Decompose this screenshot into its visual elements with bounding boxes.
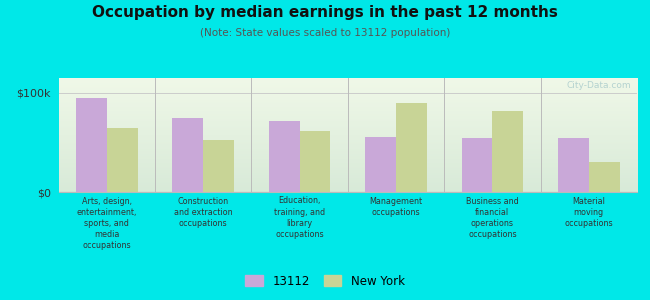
Text: Construction
and extraction
occupations: Construction and extraction occupations	[174, 196, 233, 228]
Bar	[558, 139, 589, 192]
Bar	[493, 111, 523, 192]
Text: Material
moving
occupations: Material moving occupations	[564, 196, 613, 228]
Text: Occupation by median earnings in the past 12 months: Occupation by median earnings in the pas…	[92, 4, 558, 20]
Bar	[268, 121, 300, 192]
Bar	[462, 139, 492, 192]
Text: Arts, design,
entertainment,
sports, and
media
occupations: Arts, design, entertainment, sports, and…	[77, 196, 137, 250]
Bar	[76, 98, 107, 192]
Text: City-Data.com: City-Data.com	[567, 81, 631, 90]
Text: Management
occupations: Management occupations	[369, 196, 423, 217]
Bar	[589, 162, 619, 192]
Bar	[172, 118, 203, 192]
Bar	[203, 140, 234, 192]
Legend: 13112, New York: 13112, New York	[242, 271, 408, 291]
Text: Education,
training, and
library
occupations: Education, training, and library occupat…	[274, 196, 325, 239]
Bar	[365, 137, 396, 192]
Bar	[107, 128, 138, 192]
Text: (Note: State values scaled to 13112 population): (Note: State values scaled to 13112 popu…	[200, 28, 450, 38]
Bar	[300, 130, 330, 192]
Text: Business and
financial
operations
occupations: Business and financial operations occupa…	[466, 196, 519, 239]
Bar	[396, 103, 427, 192]
